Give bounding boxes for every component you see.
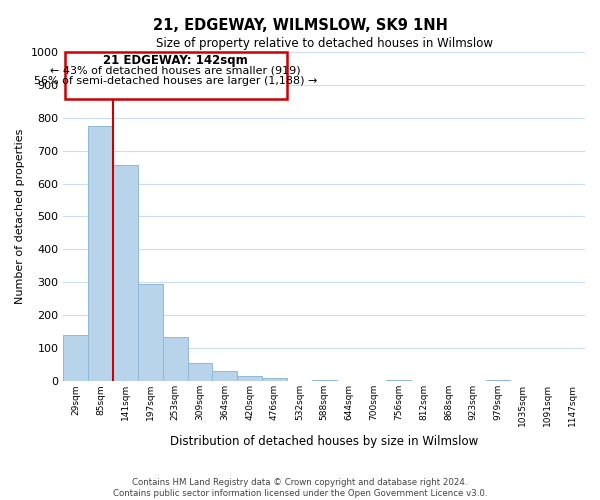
Bar — [312, 380, 337, 382]
Bar — [64, 335, 88, 382]
Text: Contains HM Land Registry data © Crown copyright and database right 2024.
Contai: Contains HM Land Registry data © Crown c… — [113, 478, 487, 498]
Text: 21 EDGEWAY: 142sqm: 21 EDGEWAY: 142sqm — [103, 54, 248, 68]
Text: 56% of semi-detached houses are larger (1,188) →: 56% of semi-detached houses are larger (… — [34, 76, 317, 86]
Title: Size of property relative to detached houses in Wilmslow: Size of property relative to detached ho… — [156, 38, 493, 51]
Bar — [262, 378, 287, 382]
Bar — [65, 52, 287, 100]
Bar — [113, 166, 138, 382]
X-axis label: Distribution of detached houses by size in Wilmslow: Distribution of detached houses by size … — [170, 434, 478, 448]
Bar — [88, 126, 113, 382]
Bar — [237, 376, 262, 382]
Bar — [485, 380, 511, 382]
Bar — [188, 363, 212, 382]
Bar — [138, 284, 163, 382]
Bar — [212, 372, 237, 382]
Text: 21, EDGEWAY, WILMSLOW, SK9 1NH: 21, EDGEWAY, WILMSLOW, SK9 1NH — [152, 18, 448, 32]
Bar — [163, 337, 188, 382]
Text: ← 43% of detached houses are smaller (919): ← 43% of detached houses are smaller (91… — [50, 66, 301, 76]
Y-axis label: Number of detached properties: Number of detached properties — [15, 129, 25, 304]
Bar — [386, 380, 411, 382]
